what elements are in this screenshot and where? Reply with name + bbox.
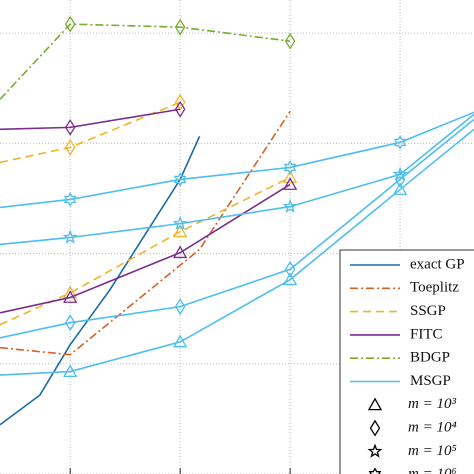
marker bbox=[174, 100, 186, 118]
series-line bbox=[0, 118, 474, 339]
marker bbox=[64, 138, 76, 156]
legend-label: m = 10³ bbox=[408, 396, 456, 412]
marker bbox=[172, 215, 188, 230]
marker bbox=[283, 177, 298, 190]
legend-label: m = 10⁵ bbox=[408, 443, 457, 459]
legend-marker bbox=[367, 397, 383, 411]
series-line bbox=[0, 101, 181, 164]
legend-label: SSGP bbox=[410, 303, 446, 319]
legend-marker bbox=[367, 443, 383, 458]
marker bbox=[282, 198, 298, 213]
series-line bbox=[0, 128, 474, 376]
marker bbox=[284, 32, 296, 50]
legend-label: m = 10⁶ bbox=[408, 466, 457, 474]
series-line bbox=[0, 110, 291, 356]
marker bbox=[64, 118, 76, 136]
marker bbox=[283, 160, 297, 175]
series-line bbox=[0, 183, 291, 314]
series-line bbox=[0, 136, 201, 426]
legend-label: m = 10⁴ bbox=[408, 420, 457, 436]
marker bbox=[62, 229, 78, 244]
legend-marker bbox=[368, 467, 382, 474]
marker bbox=[283, 272, 298, 286]
legend-label: exact GP bbox=[410, 256, 465, 272]
marker bbox=[284, 260, 296, 278]
marker bbox=[63, 192, 77, 207]
marker bbox=[64, 314, 76, 332]
marker bbox=[173, 172, 187, 187]
marker bbox=[63, 290, 78, 303]
series-line bbox=[0, 111, 474, 209]
marker bbox=[174, 18, 186, 36]
marker bbox=[392, 166, 408, 181]
legend-label: MSGP bbox=[410, 373, 451, 389]
marker bbox=[173, 334, 188, 348]
legend-label: FITC bbox=[410, 326, 443, 342]
legend-marker bbox=[369, 419, 381, 437]
series-line bbox=[0, 113, 474, 246]
series-line bbox=[0, 176, 291, 326]
legend-label: Toeplitz bbox=[410, 280, 459, 296]
marker bbox=[393, 135, 407, 150]
series-line bbox=[0, 23, 291, 100]
legend-label: BDGP bbox=[410, 350, 450, 366]
legend-box bbox=[339, 249, 474, 474]
marker bbox=[174, 298, 186, 316]
marker bbox=[283, 170, 298, 183]
marker bbox=[173, 245, 188, 259]
series-line bbox=[0, 108, 181, 131]
marker bbox=[63, 364, 78, 378]
marker bbox=[64, 15, 76, 33]
marker bbox=[392, 182, 408, 195]
marker bbox=[173, 224, 188, 238]
